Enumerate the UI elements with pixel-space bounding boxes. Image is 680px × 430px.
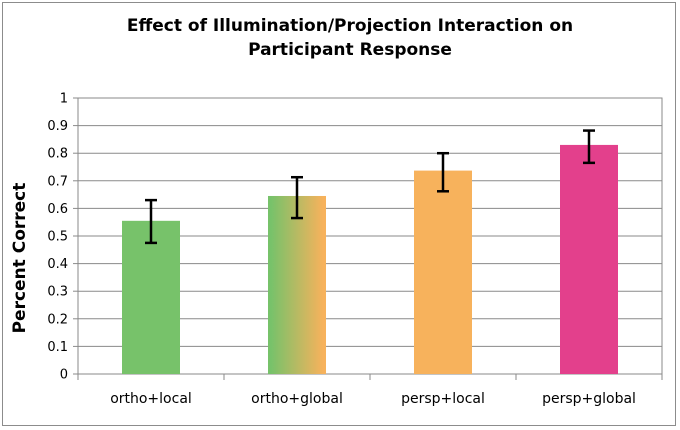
y-tick-label: 0.7	[47, 174, 68, 189]
chart-title-line-1: Effect of Illumination/Projection Intera…	[126, 16, 574, 36]
bar	[560, 144, 618, 374]
x-tick-label: ortho+global	[251, 391, 343, 407]
y-tick-label: 0.3	[47, 285, 68, 300]
y-tick-label: 0	[60, 368, 68, 383]
y-tick-label: 1	[60, 92, 68, 107]
bar	[414, 170, 472, 374]
x-tick-label: persp+global	[542, 391, 636, 407]
y-tick-label: 0.1	[47, 340, 68, 355]
bar	[122, 220, 180, 374]
y-tick-label: 0.2	[47, 312, 68, 327]
bar	[268, 195, 326, 374]
chart-title-line-2: Participant Response	[248, 40, 452, 60]
y-tick-label: 0.5	[47, 230, 68, 245]
x-tick-label: persp+local	[401, 391, 485, 407]
y-tick-label: 0.8	[47, 147, 68, 162]
y-tick-label: 0.4	[47, 257, 68, 272]
y-tick-label: 0.6	[47, 202, 68, 217]
y-tick-label: 0.9	[47, 119, 68, 134]
x-tick-label: ortho+local	[110, 391, 192, 407]
chart-title: Effect of Illumination/Projection Intera…	[60, 14, 640, 62]
